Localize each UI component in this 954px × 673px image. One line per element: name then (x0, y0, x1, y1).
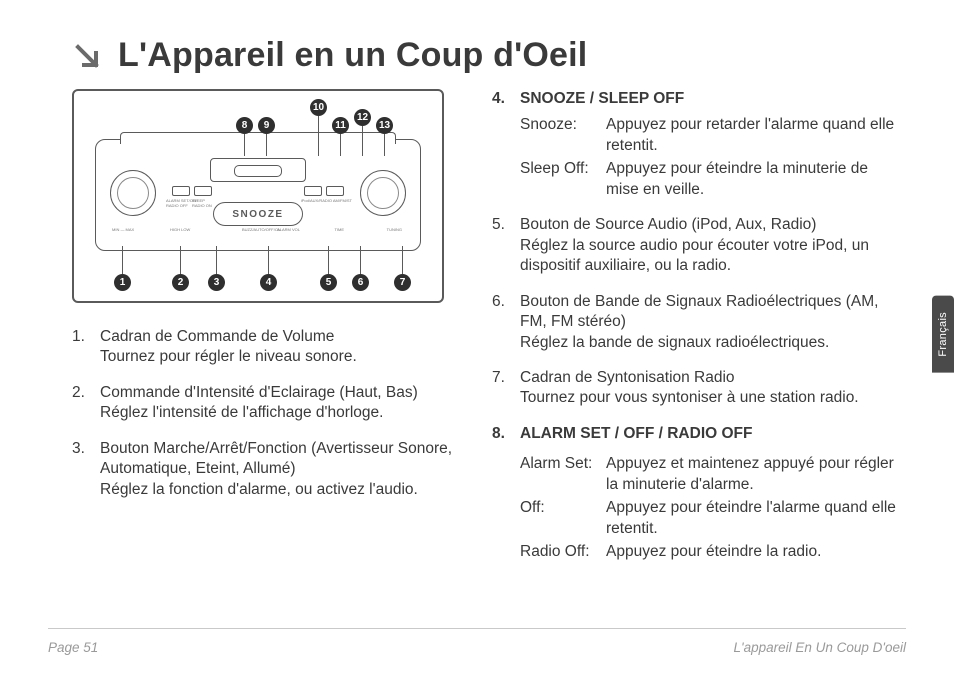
leader-line (216, 246, 217, 274)
legend-item: Cadran de Syntonisation Radio Tournez po… (492, 368, 898, 409)
device-diagram: SNOOZE ALARM SET/OFFRADIO OFF SLEEPRADIO… (72, 89, 444, 303)
ipod-dock (210, 158, 306, 182)
legend-head: SNOOZE / SLEEP OFF (520, 89, 898, 109)
leader-line (318, 116, 319, 156)
callout-1: 1 (114, 274, 131, 291)
tuning-knob-graphic (360, 170, 406, 216)
leader-line (360, 246, 361, 274)
legend-head: Bouton de Bande de Signaux Radioélectriq… (520, 292, 898, 333)
leader-line (340, 134, 341, 156)
definition-row: Sleep Off: Appuyez pour éteindre la minu… (520, 159, 898, 200)
definition-term: Snooze: (520, 115, 606, 156)
definition-text: Appuyez et maintenez appuyé pour régler … (606, 454, 898, 495)
leader-line (402, 246, 403, 274)
legend-head: Cadran de Commande de Volume (100, 327, 464, 347)
definition-row: Off: Appuyez pour éteindre l'alarme quan… (520, 498, 898, 539)
device-topbar (120, 132, 396, 144)
callout-4: 4 (260, 274, 277, 291)
callout-5: 5 (320, 274, 337, 291)
legend-item: Bouton Marche/Arrêt/Fonction (Avertisseu… (72, 439, 464, 500)
callout-12: 12 (354, 109, 371, 126)
legend-item: SNOOZE / SLEEP OFF Snooze: Appuyez pour … (492, 89, 898, 200)
definition-row: Radio Off: Appuyez pour éteindre la radi… (520, 542, 898, 562)
callout-2: 2 (172, 274, 189, 291)
legend-item: Bouton de Source Audio (iPod, Aux, Radio… (492, 215, 898, 276)
snooze-button-graphic: SNOOZE (213, 202, 303, 226)
legend-head: Cadran de Syntonisation Radio (520, 368, 898, 388)
footer-section-title: L'appareil En Un Coup D'oeil (733, 640, 906, 655)
definition-text: Appuyez pour éteindre la radio. (606, 542, 898, 562)
definition-row: Snooze: Appuyez pour retarder l'alarme q… (520, 115, 898, 156)
device-label: BUZZ/AUTO/OFF/ON (242, 227, 281, 232)
definition-list: Alarm Set: Appuyez et maintenez appuyé p… (520, 454, 898, 562)
callout-7: 7 (394, 274, 411, 291)
small-button-graphic (194, 186, 212, 196)
legend-head: ALARM SET / OFF / RADIO OFF (520, 424, 898, 444)
definition-term: Off: (520, 498, 606, 539)
legend-head: Bouton de Source Audio (iPod, Aux, Radio… (520, 215, 898, 235)
definition-list: Snooze: Appuyez pour retarder l'alarme q… (520, 115, 898, 200)
leader-line (266, 134, 267, 156)
legend-desc: Réglez la bande de signaux radioélectriq… (520, 333, 898, 353)
device-label: AM/FM/ST (333, 198, 352, 203)
leader-line (384, 134, 385, 156)
legend-desc: Réglez la source audio pour écouter votr… (520, 236, 898, 277)
device-label: SLEEPRADIO ON (192, 198, 212, 208)
definition-text: Appuyez pour éteindre l'alarme quand ell… (606, 498, 898, 539)
volume-knob-graphic (110, 170, 156, 216)
device-label: ALARM VOL (277, 227, 300, 232)
legend-head: Commande d'Intensité d'Eclairage (Haut, … (100, 383, 464, 403)
legend-list-left: Cadran de Commande de Volume Tournez pou… (72, 327, 464, 500)
legend-desc: Tournez pour régler le niveau sonore. (100, 347, 464, 367)
arrow-down-right-icon (72, 41, 102, 71)
callout-3: 3 (208, 274, 225, 291)
small-button-graphic (304, 186, 322, 196)
leader-line (122, 246, 123, 274)
definition-term: Alarm Set: (520, 454, 606, 495)
legend-desc: Réglez la fonction d'alarme, ou activez … (100, 480, 464, 500)
device-label: TIME (334, 227, 344, 232)
small-button-graphic (326, 186, 344, 196)
callout-13: 13 (376, 117, 393, 134)
callout-8: 8 (236, 117, 253, 134)
device-label: iPod/AUX/RADIO (301, 198, 332, 203)
leader-line (244, 134, 245, 156)
legend-item: Commande d'Intensité d'Eclairage (Haut, … (72, 383, 464, 424)
callout-9: 9 (258, 117, 275, 134)
leader-line (180, 246, 181, 274)
page-footer: Page 51 L'appareil En Un Coup D'oeil (48, 640, 906, 655)
device-outline: SNOOZE ALARM SET/OFFRADIO OFF SLEEPRADIO… (95, 139, 421, 251)
legend-item: ALARM SET / OFF / RADIO OFF Alarm Set: A… (492, 424, 898, 563)
definition-text: Appuyez pour éteindre la minuterie de mi… (606, 159, 898, 200)
callout-11: 11 (332, 117, 349, 134)
legend-desc: Tournez pour vous syntoniser à une stati… (520, 388, 898, 408)
definition-term: Radio Off: (520, 542, 606, 562)
legend-item: Cadran de Commande de Volume Tournez pou… (72, 327, 464, 368)
footer-page-number: Page 51 (48, 640, 98, 655)
page-title-row: L'Appareil en un Coup d'Oeil (72, 36, 898, 75)
leader-line (328, 246, 329, 274)
definition-term: Sleep Off: (520, 159, 606, 200)
definition-row: Alarm Set: Appuyez et maintenez appuyé p… (520, 454, 898, 495)
device-label: TUNING (387, 227, 402, 232)
legend-head: Bouton Marche/Arrêt/Fonction (Avertisseu… (100, 439, 464, 480)
legend-desc: Réglez l'intensité de l'affichage d'horl… (100, 403, 464, 423)
device-label: HIGH LOW (170, 227, 190, 232)
definition-text: Appuyez pour retarder l'alarme quand ell… (606, 115, 898, 156)
small-button-graphic (172, 186, 190, 196)
callout-10: 10 (310, 99, 327, 116)
legend-list-right: SNOOZE / SLEEP OFF Snooze: Appuyez pour … (492, 89, 898, 563)
device-label: MIN — MAX (112, 227, 134, 232)
language-tab: Français (932, 296, 954, 373)
footer-divider (48, 628, 906, 629)
leader-line (268, 246, 269, 274)
legend-item: Bouton de Bande de Signaux Radioélectriq… (492, 292, 898, 353)
page-title: L'Appareil en un Coup d'Oeil (118, 36, 587, 75)
leader-line (362, 126, 363, 156)
callout-6: 6 (352, 274, 369, 291)
